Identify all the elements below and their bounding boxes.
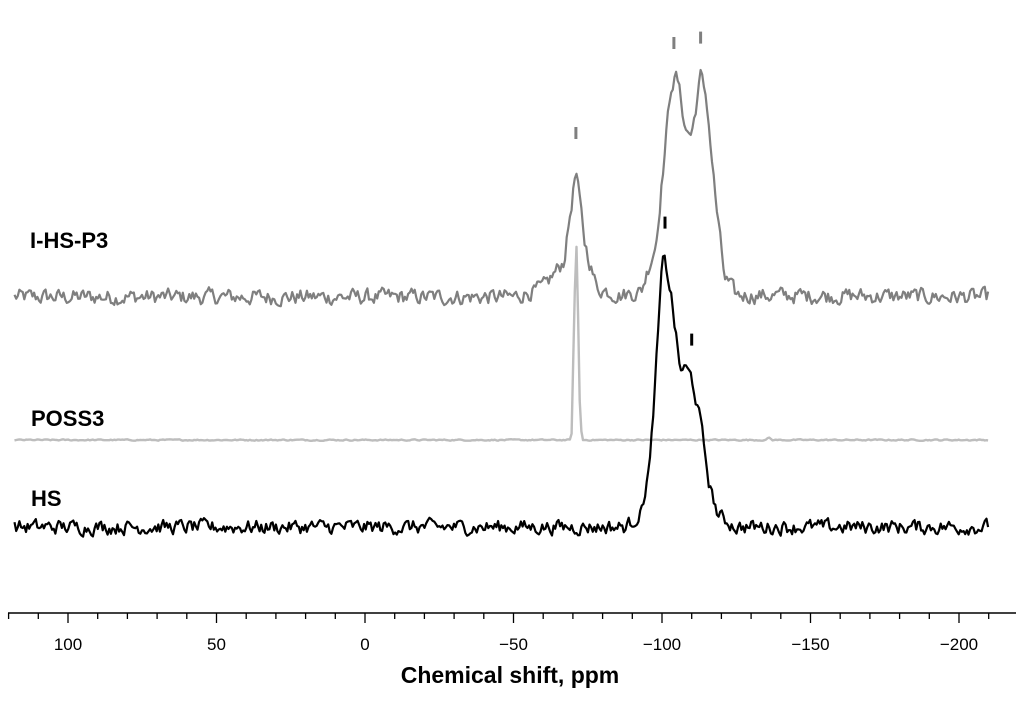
x-axis-title: Chemical shift, ppm (401, 662, 620, 688)
series-label-hs: HS (31, 486, 62, 511)
x-axis-ticks: 100 50 0 −50 −100 −150 −200 (7, 613, 990, 654)
x-tick-label: −200 (940, 635, 978, 654)
x-tick-label: −100 (643, 635, 681, 654)
x-tick-label: 0 (360, 635, 369, 654)
peak-marker-layer (574, 31, 703, 346)
series-label-i-hs-p3: I-HS-P3 (30, 228, 108, 253)
x-tick-label: −50 (499, 635, 528, 654)
x-tick-label: 100 (54, 635, 82, 654)
series-label-layer: I-HS-P3 POSS3 HS (30, 228, 108, 511)
series-line-i-hs-p3 (13, 68, 990, 308)
x-tick-label: −150 (791, 635, 829, 654)
series-line-hs (13, 254, 990, 538)
series-line-poss3 (14, 245, 989, 442)
series-label-poss3: POSS3 (31, 406, 104, 431)
x-tick-label: 50 (207, 635, 226, 654)
series-layer (13, 68, 990, 538)
